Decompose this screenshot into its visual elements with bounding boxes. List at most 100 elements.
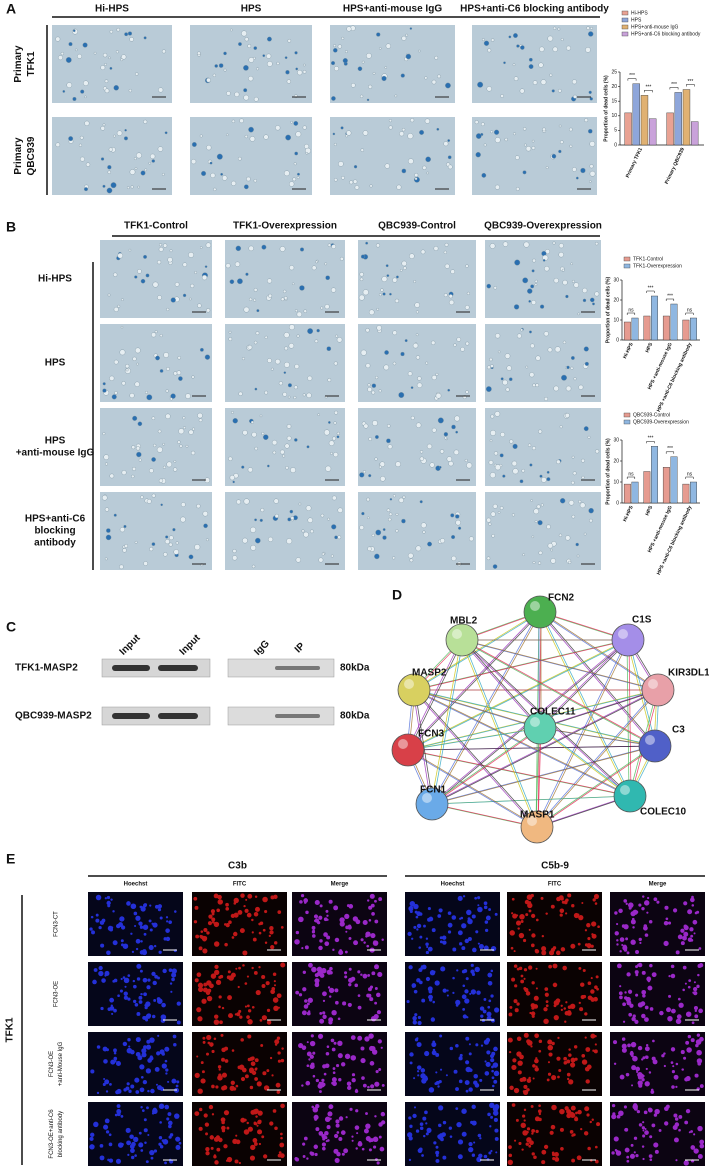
cell	[164, 1161, 167, 1165]
cell	[545, 1000, 549, 1004]
cell	[167, 1120, 173, 1126]
cell	[221, 1120, 225, 1125]
cell	[552, 963, 558, 969]
network-edge	[414, 611, 542, 691]
cell	[489, 472, 496, 479]
cell	[443, 293, 448, 298]
cell	[558, 533, 563, 537]
cell	[280, 297, 285, 302]
cell	[303, 1004, 309, 1009]
cell	[557, 1036, 560, 1040]
cell	[414, 302, 420, 308]
cell	[573, 377, 577, 381]
cell	[216, 922, 220, 925]
network-edge	[462, 639, 657, 747]
cell	[373, 1145, 377, 1149]
cell	[488, 460, 494, 465]
cell	[147, 1134, 150, 1137]
bar	[623, 483, 631, 504]
cell	[230, 1080, 235, 1085]
cell	[197, 1088, 203, 1094]
cell	[481, 172, 487, 178]
cell	[375, 529, 382, 536]
cell	[682, 965, 687, 970]
cell	[546, 524, 551, 530]
cell	[341, 36, 345, 40]
cell	[249, 136, 256, 142]
cell	[241, 465, 245, 469]
cell	[641, 1145, 645, 1148]
cell	[634, 1019, 639, 1024]
cell	[466, 291, 470, 295]
cell	[203, 523, 208, 529]
cell	[252, 937, 257, 942]
cell	[240, 1076, 246, 1082]
cell	[263, 1154, 268, 1159]
cell	[435, 1145, 439, 1149]
cell	[106, 895, 111, 900]
cell	[635, 910, 639, 914]
cell	[369, 1061, 375, 1066]
cell	[414, 173, 419, 178]
cell	[361, 1147, 365, 1151]
cell	[263, 1085, 270, 1091]
cell	[668, 994, 672, 998]
cell	[345, 134, 349, 138]
cell	[642, 1121, 645, 1124]
cell	[420, 249, 426, 255]
cell	[477, 1133, 482, 1138]
cell	[262, 54, 266, 58]
cell	[194, 1111, 200, 1116]
y-tick-label: 20	[613, 297, 619, 303]
cell	[93, 968, 98, 972]
cell	[206, 995, 213, 1002]
cell	[299, 247, 305, 252]
cell	[427, 1130, 431, 1134]
cell	[140, 278, 146, 284]
cell	[362, 289, 369, 296]
cell	[344, 975, 348, 979]
band	[275, 714, 320, 718]
cell	[566, 1072, 571, 1077]
cell	[211, 1084, 215, 1089]
cell	[414, 910, 418, 914]
column-header: HPS	[241, 4, 262, 15]
cell	[635, 993, 639, 997]
node-label: MASP1	[520, 810, 555, 821]
cell	[310, 1034, 314, 1038]
cell	[242, 964, 245, 967]
cell	[698, 963, 704, 968]
cell	[322, 1082, 326, 1087]
node-label: COLEC10	[640, 807, 687, 818]
cell	[247, 1019, 253, 1025]
cell	[151, 332, 157, 338]
cell	[443, 141, 449, 147]
cell	[165, 936, 171, 942]
row-label: blocking	[34, 526, 75, 537]
cell	[674, 1117, 679, 1121]
cell	[361, 1076, 365, 1080]
cell	[250, 1109, 256, 1115]
micrograph	[507, 1032, 602, 1096]
y-axis-label: Proportion of dead cells (%)	[605, 438, 611, 505]
cell	[534, 1067, 539, 1072]
cell	[145, 1160, 149, 1164]
cell	[316, 921, 321, 925]
cell	[418, 980, 423, 985]
cell	[264, 941, 268, 945]
cell	[162, 465, 166, 469]
cell	[495, 1151, 498, 1154]
network-edge	[540, 689, 660, 729]
cell	[592, 1049, 595, 1052]
cell	[125, 368, 129, 372]
cell	[244, 1005, 248, 1008]
network-edge	[538, 727, 630, 797]
cell	[276, 61, 280, 66]
cell	[261, 984, 266, 989]
cell	[206, 538, 209, 542]
bar	[643, 315, 651, 341]
cell	[625, 937, 629, 941]
cell	[696, 1058, 703, 1064]
cell	[512, 1058, 517, 1063]
cell	[626, 1159, 630, 1163]
